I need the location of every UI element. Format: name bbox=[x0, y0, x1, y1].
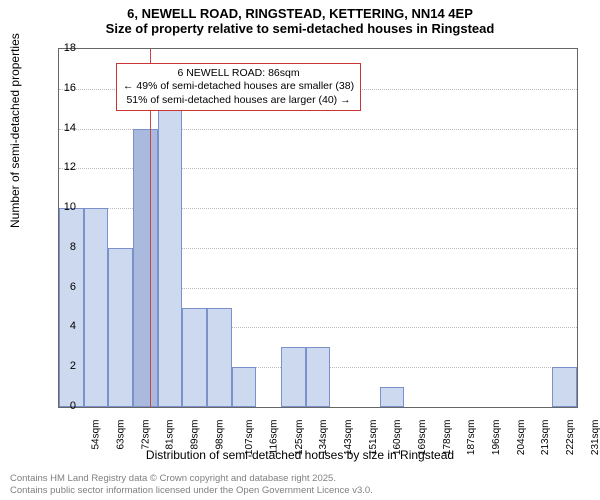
footer-line2: Contains public sector information licen… bbox=[10, 485, 373, 496]
chart-title-main: 6, NEWELL ROAD, RINGSTEAD, KETTERING, NN… bbox=[0, 0, 600, 21]
plot-area: 6 NEWELL ROAD: 86sqm← 49% of semi-detach… bbox=[58, 48, 578, 408]
histogram-bar bbox=[281, 347, 306, 407]
histogram-bar bbox=[182, 308, 207, 407]
x-tick-label: 63sqm bbox=[116, 420, 127, 450]
histogram-bar bbox=[59, 208, 84, 407]
x-tick-label: 89sqm bbox=[190, 420, 201, 450]
y-tick-label: 10 bbox=[46, 201, 76, 213]
y-tick-label: 8 bbox=[46, 241, 76, 253]
y-tick-label: 18 bbox=[46, 42, 76, 54]
x-tick-label: 98sqm bbox=[214, 420, 225, 450]
chart-container: 6, NEWELL ROAD, RINGSTEAD, KETTERING, NN… bbox=[0, 0, 600, 500]
y-tick-label: 12 bbox=[46, 161, 76, 173]
y-axis-label: Number of semi-detached properties bbox=[8, 33, 22, 228]
chart-title-sub: Size of property relative to semi-detach… bbox=[0, 21, 600, 36]
y-tick-label: 6 bbox=[46, 281, 76, 293]
annotation-box: 6 NEWELL ROAD: 86sqm← 49% of semi-detach… bbox=[116, 63, 361, 110]
histogram-bar bbox=[552, 367, 577, 407]
footer-attribution: Contains HM Land Registry data © Crown c… bbox=[10, 473, 373, 496]
y-tick-label: 2 bbox=[46, 360, 76, 372]
histogram-bar bbox=[133, 129, 158, 407]
annotation-line: 6 NEWELL ROAD: 86sqm bbox=[123, 67, 354, 80]
histogram-bar bbox=[380, 387, 405, 407]
y-tick-label: 14 bbox=[46, 122, 76, 134]
histogram-bar bbox=[207, 308, 232, 407]
footer-line1: Contains HM Land Registry data © Crown c… bbox=[10, 473, 373, 484]
y-tick-label: 0 bbox=[46, 400, 76, 412]
histogram-bar bbox=[306, 347, 331, 407]
x-tick-label: 72sqm bbox=[140, 420, 151, 450]
x-tick-label: 54sqm bbox=[91, 420, 102, 450]
histogram-bar bbox=[158, 109, 183, 407]
histogram-bar bbox=[84, 208, 109, 407]
annotation-line: ← 49% of semi-detached houses are smalle… bbox=[123, 80, 354, 93]
histogram-bar bbox=[108, 248, 133, 407]
x-axis-label: Distribution of semi-detached houses by … bbox=[0, 448, 600, 462]
x-tick-label: 81sqm bbox=[165, 420, 176, 450]
histogram-bar bbox=[232, 367, 257, 407]
annotation-line: 51% of semi-detached houses are larger (… bbox=[123, 94, 354, 107]
y-tick-label: 16 bbox=[46, 82, 76, 94]
y-tick-label: 4 bbox=[46, 320, 76, 332]
